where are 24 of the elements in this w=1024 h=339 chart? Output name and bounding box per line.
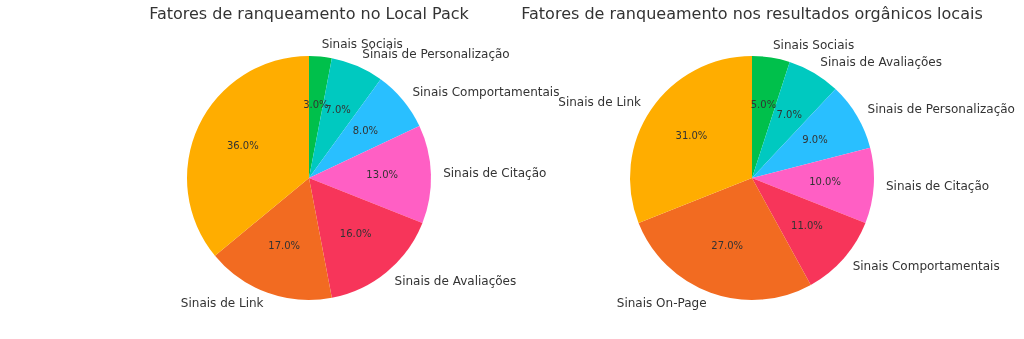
data-label: 13.0% [366, 169, 399, 181]
data-label: 7.0% [776, 108, 802, 120]
chart-title: Fatores de ranqueamento nos resultados orgânicos locais [521, 4, 983, 24]
slice-label: Sinais de Link [558, 94, 642, 109]
data-label: 8.0% [352, 124, 379, 136]
slice-label: Sinais de Citação [885, 178, 990, 193]
data-label: 31.0% [675, 130, 708, 142]
data-label: 9.0% [802, 134, 828, 146]
slice-label: Sinais de Link [180, 296, 264, 311]
slice-label: Sinais de Avaliações [394, 273, 517, 288]
slice-label: Sinais Comportamentais [412, 84, 560, 99]
data-label: 16.0% [339, 228, 372, 239]
slice-label: Sinais de Avaliações [820, 54, 942, 69]
slice-label: Sinais On-Page [616, 296, 707, 311]
slice-label: Sinais Sociais [772, 37, 855, 52]
data-label: 11.0% [791, 220, 823, 231]
data-label: 17.0% [268, 240, 301, 252]
data-label: 27.0% [711, 240, 744, 252]
data-label: 36.0% [226, 140, 259, 152]
slice-label: Sinais de Citação [443, 165, 547, 180]
data-label: 10.0% [809, 176, 841, 188]
slice-label: Sinais Comportamentais [852, 258, 1000, 273]
chart-title: Fatores de ranqueamento no Local Pack [149, 4, 470, 24]
slice-label: Sinais de Personalização [867, 101, 1015, 116]
